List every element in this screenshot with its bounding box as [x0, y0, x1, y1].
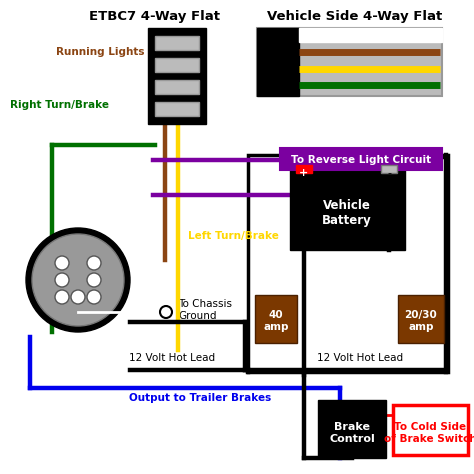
- Text: Running Lights: Running Lights: [56, 47, 145, 57]
- Bar: [155, 80, 199, 94]
- Text: Brake
Control: Brake Control: [329, 422, 375, 444]
- Bar: [290, 165, 405, 250]
- Bar: [155, 58, 199, 72]
- Circle shape: [87, 290, 101, 304]
- Circle shape: [55, 256, 69, 270]
- Bar: [155, 36, 199, 50]
- Bar: [318, 400, 386, 458]
- Text: 20/30
amp: 20/30 amp: [405, 310, 438, 332]
- Text: 12 Volt Hot Lead: 12 Volt Hot Lead: [129, 353, 215, 363]
- Bar: [155, 102, 199, 116]
- Text: +: +: [300, 168, 309, 178]
- Text: To Chassis
Ground: To Chassis Ground: [178, 299, 232, 321]
- Bar: [280, 148, 442, 170]
- Text: To Reverse Light Circuit: To Reverse Light Circuit: [291, 155, 431, 165]
- Text: ETBC7 4-Way Flat: ETBC7 4-Way Flat: [90, 10, 220, 23]
- Text: Left Turn/Brake: Left Turn/Brake: [188, 231, 279, 241]
- Bar: [296, 165, 312, 173]
- Bar: [381, 165, 397, 173]
- Circle shape: [55, 290, 69, 304]
- Text: To Cold Side
of Brake Switch: To Cold Side of Brake Switch: [383, 422, 474, 444]
- Bar: [299, 28, 442, 42]
- Circle shape: [87, 273, 101, 287]
- Circle shape: [55, 273, 69, 287]
- Text: Vehicle
Battery: Vehicle Battery: [322, 199, 372, 227]
- Circle shape: [26, 228, 130, 332]
- Bar: [148, 28, 206, 124]
- Text: -: -: [387, 168, 391, 178]
- Bar: [257, 28, 442, 96]
- Bar: [393, 405, 468, 455]
- Bar: [398, 295, 444, 343]
- Circle shape: [87, 256, 101, 270]
- Text: 40
amp: 40 amp: [263, 310, 289, 332]
- Text: Output to Trailer Brakes: Output to Trailer Brakes: [129, 393, 271, 403]
- Text: Right Turn/Brake: Right Turn/Brake: [10, 100, 109, 110]
- Text: Vehicle Side 4-Way Flat: Vehicle Side 4-Way Flat: [267, 10, 443, 23]
- Bar: [255, 295, 297, 343]
- Circle shape: [71, 290, 85, 304]
- Circle shape: [160, 306, 172, 318]
- Text: 12 Volt Hot Lead: 12 Volt Hot Lead: [317, 353, 403, 363]
- Bar: [257, 28, 299, 96]
- Bar: [248, 155, 448, 372]
- Circle shape: [32, 234, 124, 326]
